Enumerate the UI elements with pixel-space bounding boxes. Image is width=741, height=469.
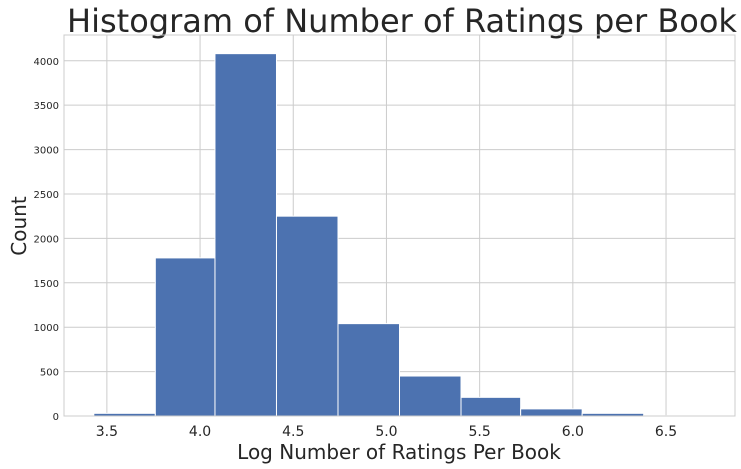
y-tick-label: 2000 bbox=[34, 234, 59, 245]
x-tick-label: 6.0 bbox=[562, 424, 584, 440]
x-tick-label: 4.5 bbox=[282, 424, 304, 440]
y-tick-label: 500 bbox=[40, 368, 59, 379]
histogram-bar bbox=[275, 215, 339, 417]
x-tick-label: 3.5 bbox=[96, 424, 118, 440]
y-tick-label: 1000 bbox=[34, 323, 59, 334]
x-tick-label: 6.5 bbox=[655, 424, 677, 440]
histogram-bar bbox=[337, 323, 401, 417]
chart-title: Histogram of Number of Ratings per Book bbox=[67, 2, 737, 40]
x-tick-label: 5.5 bbox=[469, 424, 491, 440]
histogram-bar bbox=[154, 257, 216, 417]
histogram-bar bbox=[520, 408, 583, 417]
y-tick-label: 3000 bbox=[34, 146, 59, 157]
x-axis-label: Log Number of Ratings Per Book bbox=[237, 440, 561, 464]
histogram-bar bbox=[214, 53, 277, 417]
x-tick-label: 5.0 bbox=[375, 424, 397, 440]
x-tick-label: 4.0 bbox=[189, 424, 211, 440]
y-tick-label: 2500 bbox=[34, 190, 59, 201]
y-tick-label: 0 bbox=[53, 412, 59, 423]
histogram-bar bbox=[399, 375, 462, 417]
y-tick-label: 4000 bbox=[34, 57, 59, 68]
y-tick-label: 3500 bbox=[34, 101, 59, 112]
bars-layer bbox=[93, 53, 706, 417]
histogram-bar bbox=[460, 396, 522, 417]
y-axis-label: Count bbox=[7, 196, 31, 256]
plot-frame bbox=[63, 34, 736, 417]
y-tick-label: 1500 bbox=[34, 279, 59, 290]
x-tick-labels: 3.5 4.0 4.5 5.0 5.5 6.0 6.5 bbox=[96, 424, 677, 440]
y-tick-labels: 0 500 1000 1500 2000 2500 3000 3500 4000 bbox=[34, 57, 59, 423]
